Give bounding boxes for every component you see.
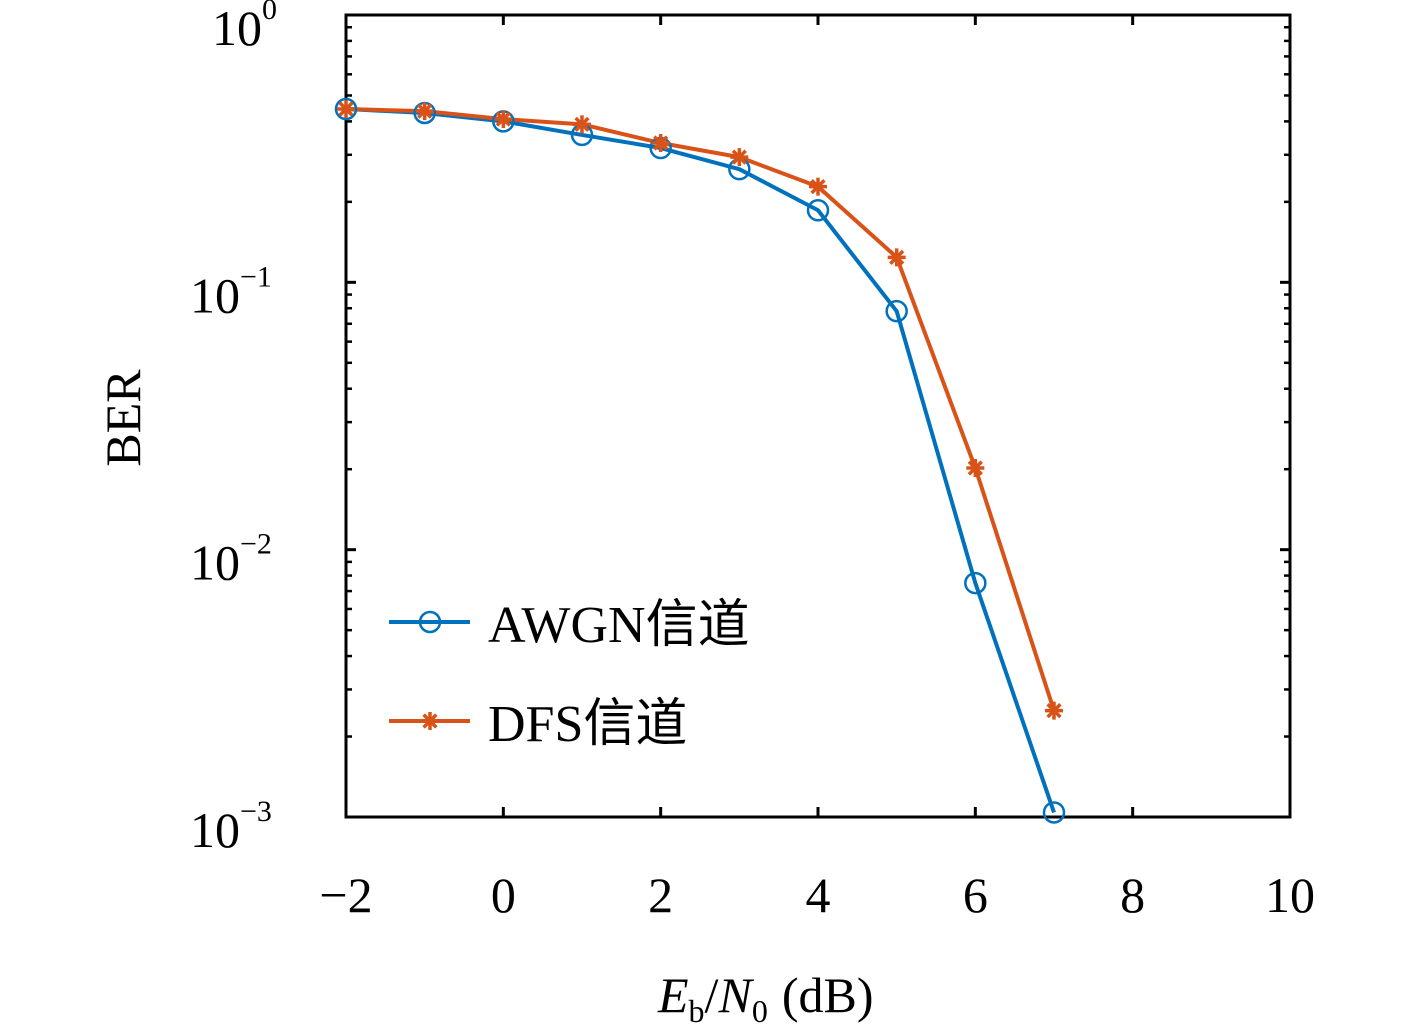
- x-tick-label: 4: [806, 867, 831, 923]
- x-label-N: N: [717, 967, 754, 1023]
- x-label-slash: /: [705, 967, 719, 1023]
- data-point-circle: [806, 199, 830, 222]
- data-point-asterisk: [809, 177, 827, 196]
- svg-text:Eb/N0(dB): Eb/N0 (dB): [657, 967, 873, 1029]
- x-tick-label: 6: [963, 867, 988, 923]
- data-point-asterisk: [573, 115, 591, 134]
- data-point-asterisk: [730, 148, 749, 167]
- y-tick-label: 100: [212, 0, 277, 56]
- x-tick-label: 8: [1120, 867, 1145, 923]
- y-tick-label: 10−1: [190, 260, 272, 323]
- x-label-unit: (dB): [782, 967, 874, 1023]
- legend-item-dfs: DFS信道: [389, 696, 687, 753]
- data-point-asterisk: [415, 102, 434, 121]
- x-tick-labels: −2 0 2 4 6 8 10: [319, 867, 1315, 923]
- data-point-circle: [1042, 801, 1066, 824]
- legend-label-awgn: AWGN信道: [488, 597, 750, 654]
- y-tick-labels: 100 10−1 10−2 10−3: [190, 0, 277, 858]
- x-label-sub-b: b: [689, 993, 705, 1029]
- legend-item-awgn: AWGN信道: [389, 597, 750, 654]
- data-point-asterisk: [887, 248, 906, 267]
- data-point-asterisk: [1045, 701, 1063, 720]
- y-tick-label: 10−3: [190, 795, 272, 858]
- x-axis-label: Eb/N0 (dB): [657, 967, 873, 1029]
- data-point-circle: [964, 571, 987, 595]
- series-line-1: [345, 107, 1056, 712]
- x-label-E: E: [657, 967, 689, 1023]
- x-label-sub-0: 0: [752, 993, 768, 1029]
- data-point-circle: [334, 97, 358, 121]
- data-point-asterisk: [337, 100, 355, 119]
- data-point-circle: [885, 299, 908, 323]
- plot-frame: [344, 13, 1292, 819]
- legend-label-dfs: DFS信道: [488, 696, 687, 753]
- y-tick-label: 10−2: [190, 528, 272, 591]
- data-point-asterisk: [651, 134, 670, 153]
- y-axis-label: BER: [95, 369, 151, 467]
- x-tick-label: −2: [319, 867, 372, 923]
- series-line-0: [345, 107, 1056, 814]
- data-point-asterisk: [494, 110, 513, 129]
- x-tick-label: 2: [648, 867, 673, 923]
- legend-circle-marker-icon: [418, 610, 442, 634]
- x-tick-label: 10: [1265, 867, 1315, 923]
- x-tick-label: 0: [491, 867, 516, 923]
- data-point-asterisk: [966, 459, 985, 478]
- legend-asterisk-glyph: [421, 712, 439, 730]
- legend: AWGN信道 DFS信道: [389, 597, 750, 753]
- series-layer: [334, 97, 1066, 824]
- legend-asterisk-marker-icon: [421, 712, 439, 730]
